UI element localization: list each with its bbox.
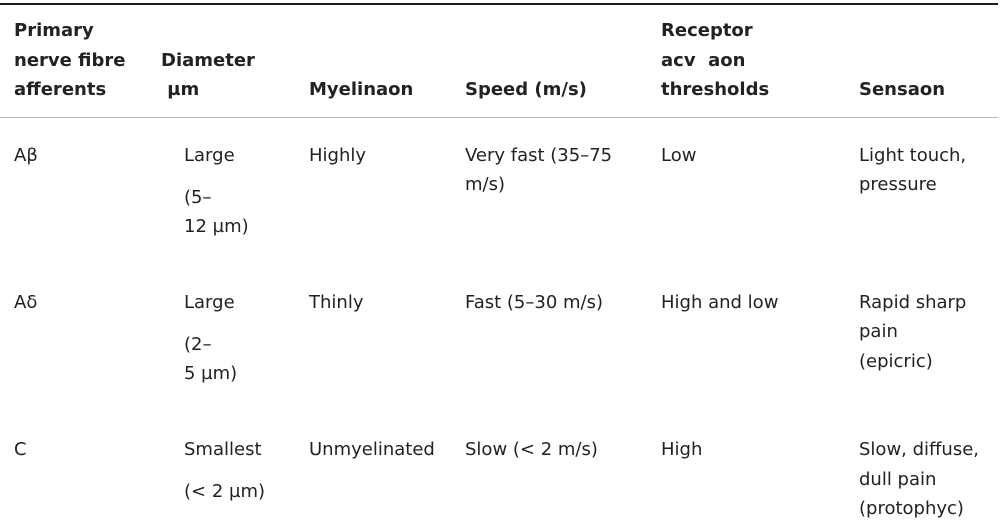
cell-sensation-line3: (protophyc) bbox=[859, 498, 964, 519]
cell-fibre: C bbox=[14, 439, 27, 460]
cell-diameter-range-line2: 5 µm) bbox=[184, 363, 238, 384]
header-speed: Speed (m/s) bbox=[465, 79, 587, 100]
cell-diameter-size: Large bbox=[184, 292, 235, 313]
cell-threshold: High and low bbox=[661, 292, 779, 313]
cell-sensation-line1: Light touch, bbox=[859, 145, 967, 166]
cell-diameter-range-line1: (2– bbox=[184, 334, 212, 355]
cell-sensation-line2: dull pain bbox=[859, 469, 937, 490]
cell-myelination: Unmyelinated bbox=[309, 439, 435, 460]
header-thresholds-line2: acv aon bbox=[661, 50, 746, 71]
cell-myelination: Thinly bbox=[309, 292, 364, 313]
header-afferents-line1: Primary bbox=[14, 20, 94, 41]
cell-diameter-range-line1: (5– bbox=[184, 187, 212, 208]
header-myelination: Myelinaon bbox=[309, 79, 414, 100]
cell-speed-line1: Slow (< 2 m/s) bbox=[465, 439, 598, 460]
header-thresholds-line3: thresholds bbox=[661, 79, 770, 100]
cell-speed-line1: Very fast (35–75 bbox=[465, 145, 613, 166]
cell-sensation-line2: pressure bbox=[859, 174, 937, 195]
cell-sensation-line1: Rapid sharp bbox=[859, 292, 967, 313]
cell-speed-line2: m/s) bbox=[465, 174, 505, 195]
cell-diameter-size: Large bbox=[184, 145, 235, 166]
cell-sensation-line1: Slow, diffuse, bbox=[859, 439, 980, 460]
cell-myelination: Highly bbox=[309, 145, 367, 166]
cell-sensation-line3: (epicric) bbox=[859, 351, 933, 372]
header-thresholds-line1: Receptor bbox=[661, 20, 753, 41]
cell-diameter-size: Smallest bbox=[184, 439, 262, 460]
cell-threshold: Low bbox=[661, 145, 697, 166]
cell-fibre: Aδ bbox=[14, 292, 38, 313]
table-top-rule bbox=[0, 3, 998, 5]
header-diameter-line1: Diameter bbox=[161, 50, 255, 71]
cell-speed-line1: Fast (5–30 m/s) bbox=[465, 292, 603, 313]
cell-fibre: Aβ bbox=[14, 145, 38, 166]
header-afferents-line2: nerve fibre bbox=[14, 50, 126, 71]
header-divider bbox=[0, 117, 998, 118]
cell-sensation-line2: pain bbox=[859, 321, 898, 342]
cell-diameter-range-line2: 12 µm) bbox=[184, 216, 249, 237]
header-diameter-line2: µm bbox=[161, 79, 200, 100]
header-sensation: Sensaon bbox=[859, 79, 946, 100]
cell-diameter-range: (< 2 µm) bbox=[184, 481, 266, 502]
header-afferents-line3: afferents bbox=[14, 79, 107, 100]
cell-threshold: High bbox=[661, 439, 703, 460]
